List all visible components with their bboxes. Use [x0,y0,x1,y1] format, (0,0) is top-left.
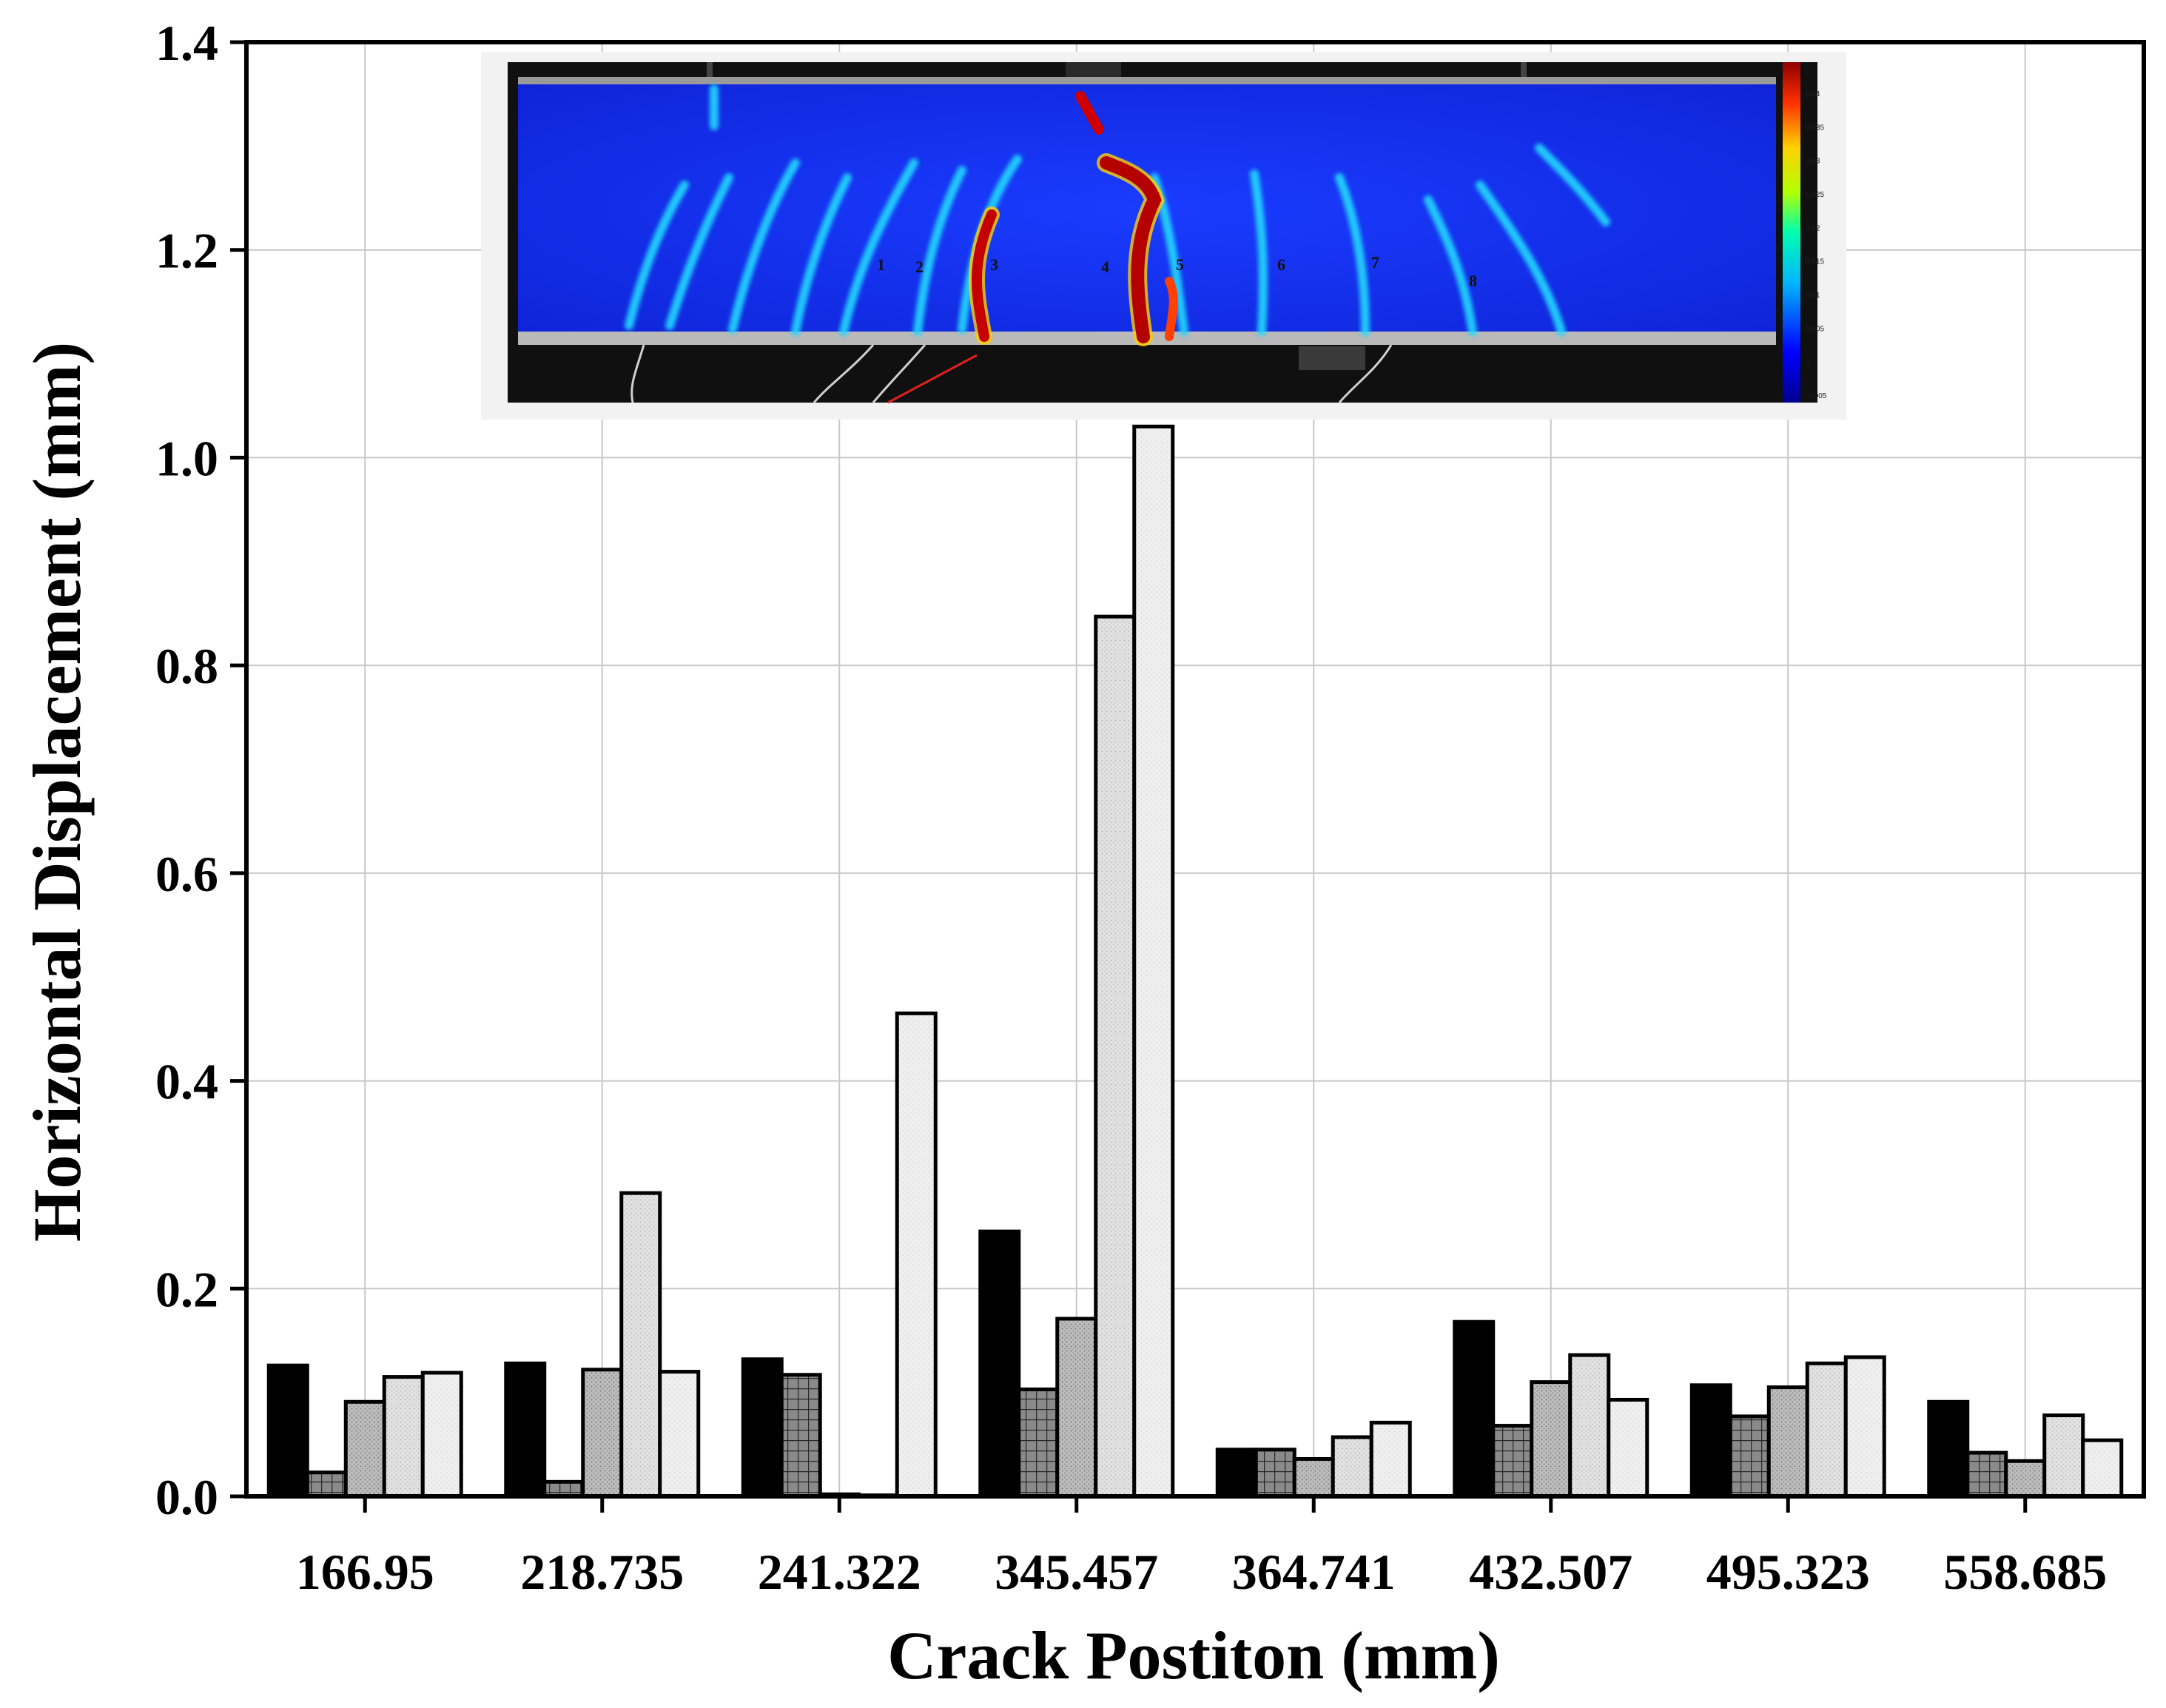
bar [420,1371,463,1499]
y-tick-label: 1.0 [155,430,218,486]
bar [1331,1435,1373,1499]
bar [1530,1380,1573,1499]
bar [581,1368,624,1499]
colorbar-label: 0.015 [1806,258,1824,266]
bar [382,1375,425,1499]
x-tick-label: 432.507 [1469,1544,1632,1600]
bar [1132,424,1175,1499]
bar [741,1357,784,1499]
bar [1055,1317,1098,1499]
bar [1491,1424,1534,1499]
colorbar-label: 0.01 [1806,292,1820,300]
y-tick-label: 1.4 [155,15,218,71]
inset-dic-image: 1 2 3 4 5 6 7 8 0.04 0.035 0.03 0.025 0.02 0.… [481,52,1846,420]
x-tick-label: 364.741 [1232,1544,1396,1600]
inset-crack-label: 7 [1371,253,1379,272]
x-tick-label: 558.685 [1943,1544,2107,1600]
bar [1369,1420,1412,1499]
bar [1965,1450,2008,1499]
colorbar-label: 0.04 [1806,90,1820,98]
colorbar-label: 0.02 [1806,224,1820,232]
x-tick-label: 218.735 [520,1544,684,1600]
bar [978,1229,1021,1499]
bar [1568,1353,1611,1499]
colorbar-label: 0.025 [1806,191,1824,199]
inset-crack-label: 2 [915,258,924,276]
bar [2081,1438,2124,1499]
bar [1766,1385,1809,1499]
bar [1017,1387,1060,1499]
x-tick-label: 495.323 [1706,1544,1870,1600]
bar [343,1399,386,1499]
y-tick-label: 1.2 [155,223,218,279]
inset-crack-label: 8 [1469,272,1477,290]
bar [1927,1399,1970,1499]
y-axis-title: Horizontal Displacement (mm) [19,342,95,1242]
plot-frame [244,40,2146,1499]
colorbar-label: 0 [1806,359,1810,367]
bar [1689,1383,1732,1499]
x-tick-label: 345.457 [995,1544,1158,1600]
bar [266,1363,309,1499]
colorbar-label: 0.005 [1806,325,1824,333]
inset-crack-label: 1 [877,255,885,274]
y-tick-label: 0.4 [155,1054,218,1110]
inset-crack-label: 6 [1277,255,1285,274]
inset-crack-label: 5 [1176,255,1184,274]
y-tick-label: 0.0 [155,1469,218,1525]
bar [895,1011,938,1499]
bar [2004,1459,2047,1499]
y-tick-label: 0.8 [155,638,218,694]
x-tick-label: 166.95 [296,1544,434,1600]
bar [1453,1319,1496,1499]
bar [1607,1397,1649,1499]
colorbar [1783,62,1800,403]
bar [619,1191,662,1499]
bar [1728,1414,1771,1499]
bar [1843,1355,1886,1499]
bar [2042,1413,2085,1499]
bar [779,1373,822,1499]
bar [1805,1361,1848,1499]
bar [658,1370,701,1499]
bar [305,1470,348,1499]
bar [1094,614,1137,1499]
bar [1215,1448,1258,1499]
axes [230,40,2146,1513]
colorbar-label: 0.035 [1806,124,1824,132]
x-tick-label: 241.322 [758,1544,921,1600]
colorbar-label: -0.005 [1806,392,1827,400]
inset-crack-label: 3 [990,255,998,274]
bar [1254,1448,1296,1499]
y-tick-label: 0.6 [155,846,218,902]
y-tick-label: 0.2 [155,1261,218,1317]
x-axis-title: Crack Postiton (mm) [887,1618,1500,1693]
bars [266,424,2124,1499]
colorbar-label: 0.03 [1806,158,1820,166]
bar [1292,1456,1335,1499]
bar [504,1361,547,1499]
inset-crack-label: 4 [1101,258,1109,276]
